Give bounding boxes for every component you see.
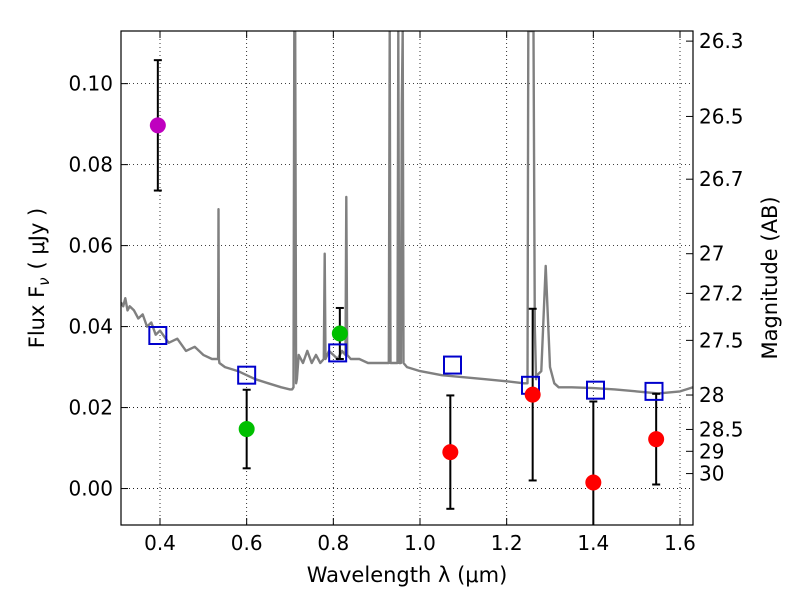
x-tick-label: 0.8 — [317, 531, 349, 555]
x-tick-label: 1.4 — [577, 531, 609, 555]
y-axis-title-sub: ν — [35, 277, 53, 285]
x-tick-label: 0.6 — [231, 531, 263, 555]
y-tick-label: 0.04 — [68, 315, 113, 339]
observed-point — [238, 421, 255, 438]
x-axis-title: Wavelength λ (μm) — [307, 563, 508, 587]
model-band-square — [237, 365, 257, 385]
y2-tick-label: 27.2 — [699, 281, 744, 305]
model-spectrum-line — [121, 31, 693, 395]
y2-axis-title: Magnitude (AB) — [758, 196, 782, 359]
x-tick-label: 1.6 — [664, 531, 696, 555]
observed-point — [585, 474, 602, 491]
model-band-square — [328, 343, 348, 363]
error-bars — [153, 59, 661, 525]
y2-tick-label: 27.5 — [699, 328, 744, 352]
observed-point — [524, 386, 541, 403]
axis-ticks: 0.4 0.6 0.8 1.0 1.2 1.4 1.6 0.00 0.02 0.04 0.06 0.0… — [68, 29, 743, 555]
model-band-points — [148, 325, 664, 401]
y2-tick-label: 26.3 — [699, 29, 744, 53]
y2-tick-label: 28 — [699, 383, 724, 407]
observed-point — [331, 325, 348, 342]
x-tick-label: 0.4 — [144, 531, 176, 555]
y-axis-title-unit: ( μJy ) — [25, 208, 49, 270]
y2-tick-label: 28.5 — [699, 417, 744, 441]
x-tick-label: 1.2 — [491, 531, 523, 555]
plot-frame — [120, 30, 694, 526]
model-band-square — [586, 380, 605, 400]
x-tick-label: 1.0 — [404, 531, 436, 555]
model-band-square — [443, 355, 462, 375]
y-tick-label: 0.10 — [68, 72, 113, 96]
y-tick-label: 0.06 — [68, 234, 113, 258]
y2-tick-label: 26.5 — [699, 104, 744, 128]
y2-tick-label: 29 — [699, 439, 724, 463]
y-tick-label: 0.00 — [68, 477, 113, 501]
y-axis-title-main: Flux F — [25, 286, 49, 348]
y2-tick-label: 27 — [699, 242, 724, 266]
y2-tick-label: 30 — [699, 462, 724, 486]
y2-tick-label: 26.7 — [699, 167, 744, 191]
observed-point — [442, 444, 459, 461]
y-tick-label: 0.02 — [68, 396, 113, 420]
model-band-square — [644, 381, 664, 401]
y-tick-label: 0.08 — [68, 153, 113, 177]
model-band-square — [148, 325, 168, 345]
observed-point — [648, 431, 665, 448]
observed-point — [149, 117, 166, 134]
model-spectrum-layer — [121, 31, 693, 395]
grid-lines — [121, 31, 693, 525]
observed-points — [149, 117, 665, 491]
y-axis-title: Flux Fν ( μJy ) — [25, 208, 53, 349]
